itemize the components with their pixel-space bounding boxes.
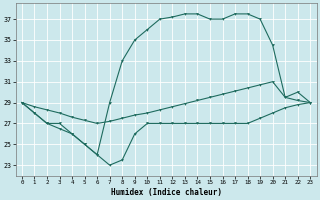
X-axis label: Humidex (Indice chaleur): Humidex (Indice chaleur) [111,188,221,197]
